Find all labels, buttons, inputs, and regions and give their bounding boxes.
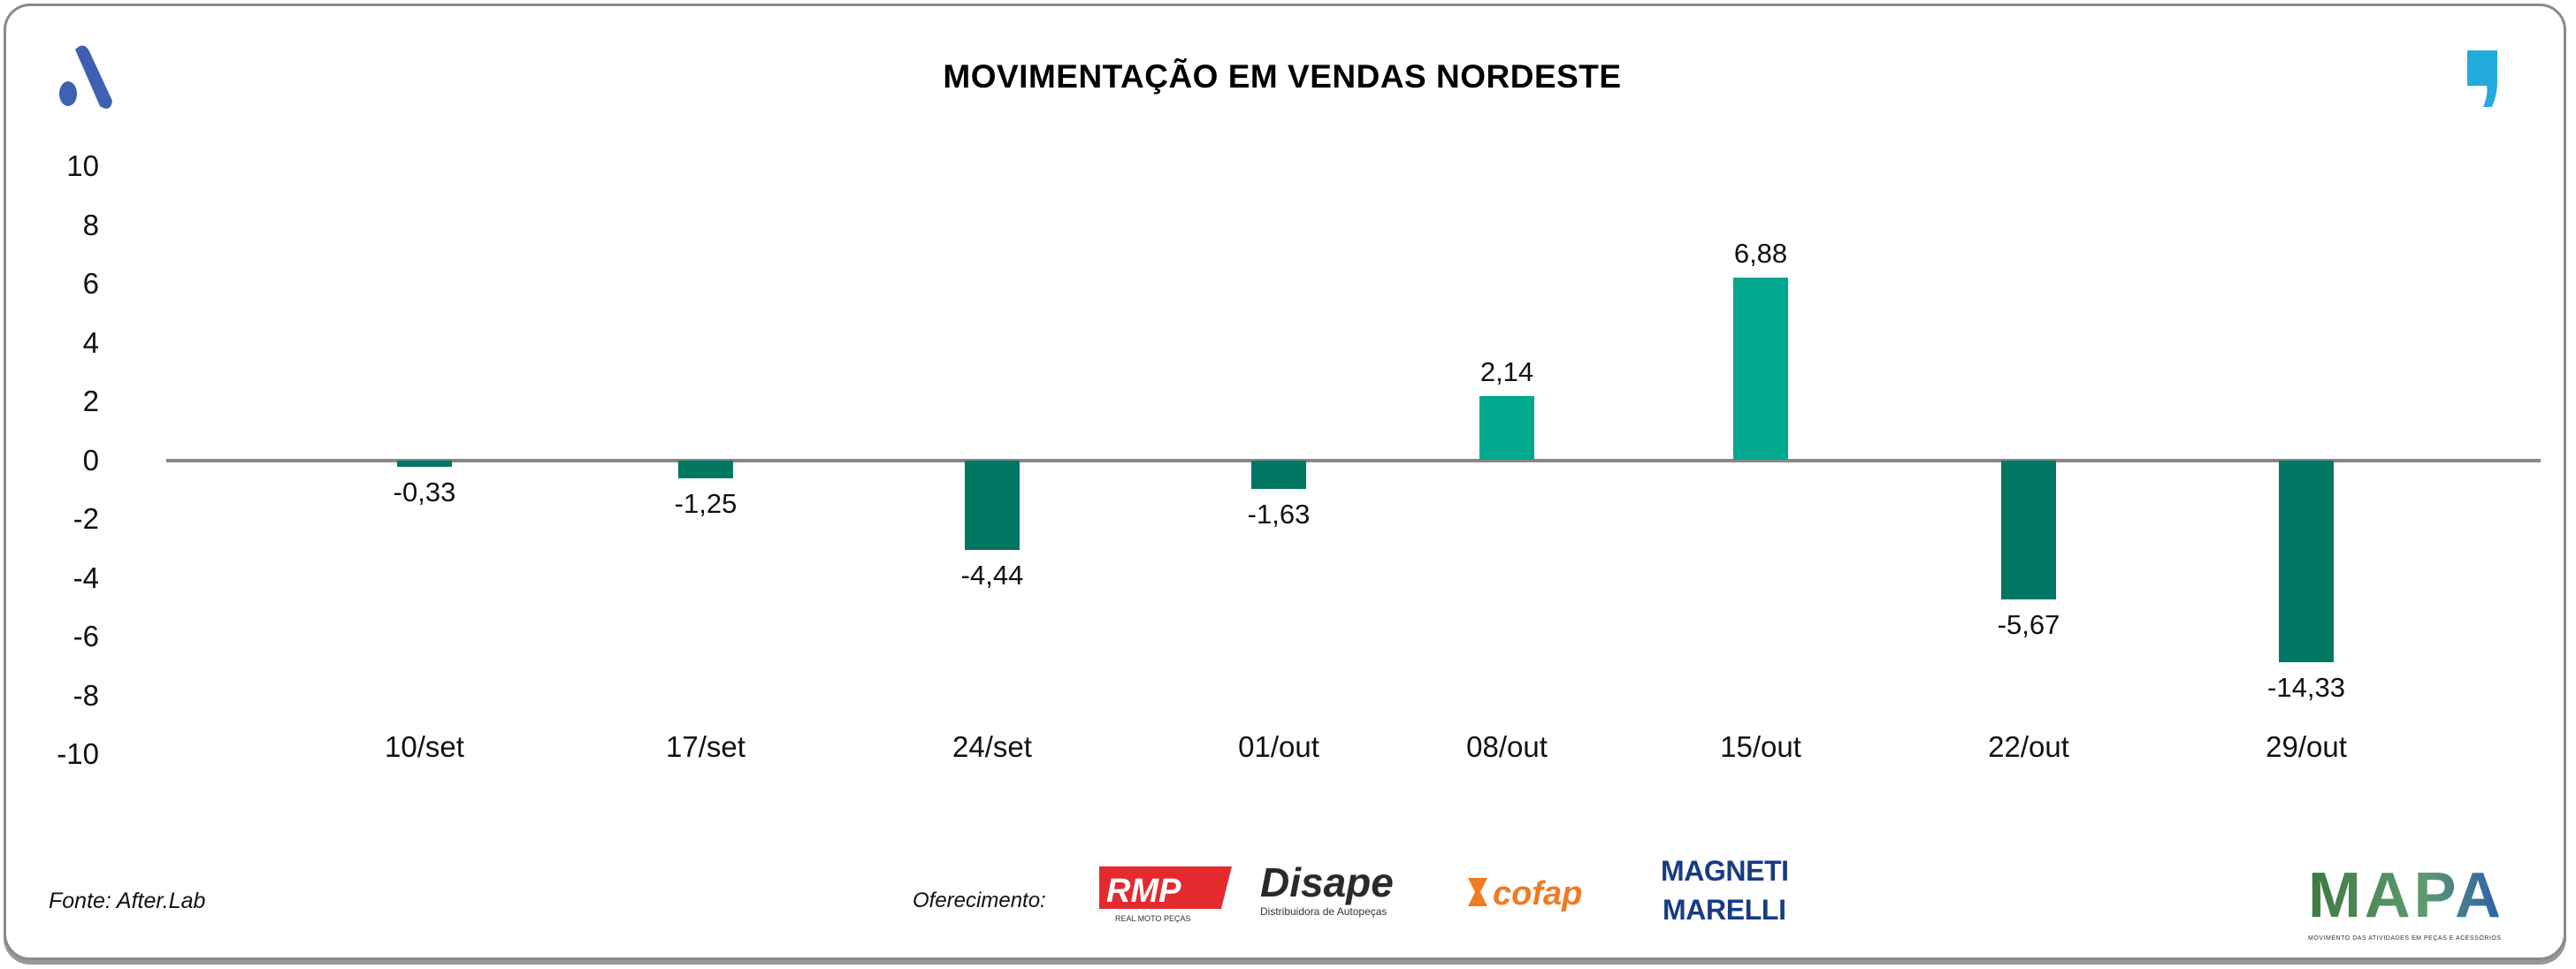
svg-text:MAGNETI: MAGNETI [1661, 855, 1789, 887]
x-tick-label: 22/out [1988, 730, 2069, 763]
svg-text:REAL MOTO PEÇAS: REAL MOTO PEÇAS [1115, 914, 1191, 923]
data-label: -1,25 [674, 488, 738, 520]
bar-22/out [2001, 460, 2056, 600]
sponsor-label: Oferecimento: [913, 889, 1046, 912]
data-label: -4,44 [960, 559, 1024, 591]
cofap-logo: cofap [1468, 871, 1645, 919]
source-text: Fonte: After.Lab [49, 889, 206, 913]
bar-29/out [2279, 460, 2334, 662]
bar-24/set [965, 460, 1020, 550]
bar-chart: 10 8 6 4 2 0 -2 -4 -6 -8 -10 -0,33 10/set -1,25 17/set… [0, 150, 2576, 787]
rmp-logo: RMP REAL MOTO PEÇAS [1099, 866, 1236, 927]
quote-comma-icon [2465, 49, 2501, 113]
y-tick-label: 2 [82, 385, 99, 417]
data-label: 6,88 [1733, 238, 1788, 270]
y-tick-label: -6 [73, 620, 99, 652]
svg-text:MOVIMENTO DAS ATIVIDADES EM PE: MOVIMENTO DAS ATIVIDADES EM PEÇAS E ACES… [2308, 934, 2501, 942]
bar-10/set [397, 460, 452, 467]
zero-axis-line [166, 458, 2541, 462]
svg-text:RMP: RMP [1106, 873, 1181, 910]
disape-logo: Disape Distribuidora de Autopeças [1260, 859, 1394, 918]
x-tick-label: 10/set [385, 730, 464, 763]
data-label: -5,67 [1997, 609, 2060, 641]
bar-08/out [1479, 396, 1534, 461]
mapa-logo: MAPA MOVIMENTO DAS ATIVIDADES EM PEÇAS E… [2306, 860, 2505, 948]
bar-17/set [678, 460, 733, 479]
svg-text:cofap: cofap [1493, 875, 1582, 912]
y-tick-label: 0 [82, 443, 99, 477]
magneti-marelli-logo: MAGNETI MARELLI [1659, 851, 1792, 929]
afterlab-logo-icon [49, 42, 119, 116]
x-tick-label: 01/out [1238, 730, 1319, 763]
y-tick-label: -10 [57, 737, 99, 770]
y-tick-label: -4 [73, 561, 99, 594]
y-tick-label: 4 [82, 325, 99, 359]
x-tick-label: 24/set [952, 730, 1032, 763]
y-tick-label: 8 [82, 208, 99, 241]
data-label: 2,14 [1479, 356, 1534, 388]
bar-01/out [1251, 460, 1306, 490]
data-label: -14,33 [2267, 671, 2345, 703]
x-tick-label: 17/set [666, 730, 745, 763]
x-tick-label: 29/out [2266, 730, 2347, 763]
y-tick-label: 6 [82, 267, 99, 300]
y-tick-label: -2 [73, 502, 99, 535]
x-tick-label: 08/out [1466, 730, 1548, 763]
y-tick-label: -8 [73, 678, 99, 712]
svg-text:MAPA: MAPA [2308, 862, 2501, 931]
bar-15/out [1733, 278, 1788, 461]
y-tick-label: 10 [66, 149, 99, 182]
chart-title: MOVIMENTAÇÃO EM VENDAS NORDESTE [943, 58, 1622, 95]
data-label: -1,63 [1247, 499, 1311, 530]
x-tick-label: 15/out [1720, 730, 1801, 763]
data-label: -0,33 [393, 476, 456, 507]
svg-text:MARELLI: MARELLI [1663, 894, 1786, 925]
